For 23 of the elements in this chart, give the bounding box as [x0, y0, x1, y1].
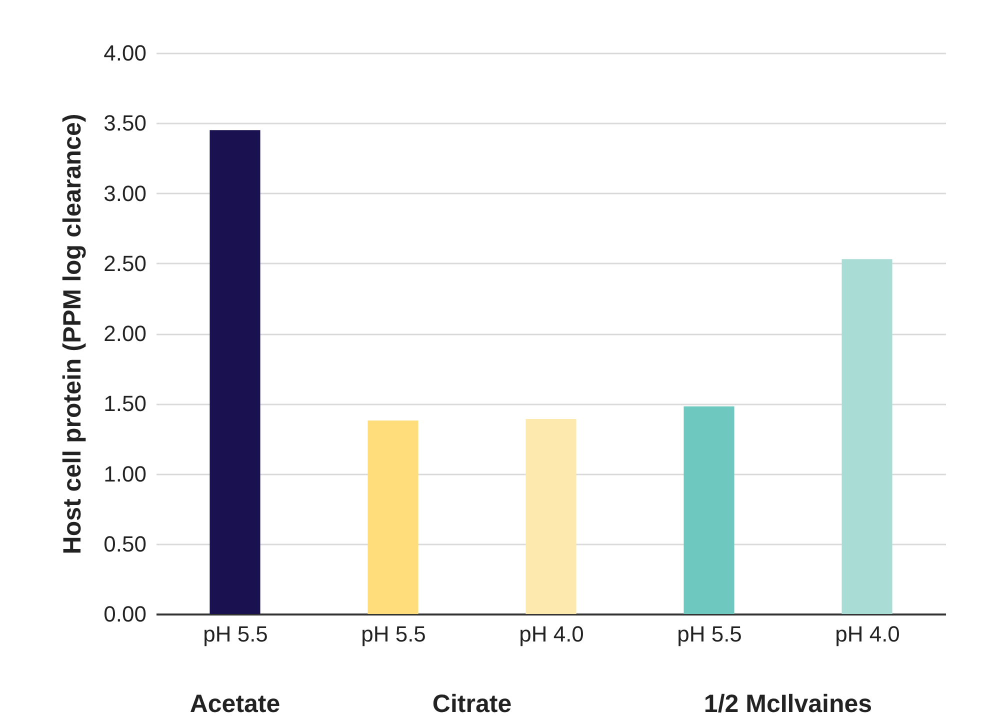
y-tick-label: 4.00 — [104, 40, 146, 66]
y-tick-label: 3.00 — [104, 180, 146, 206]
y-tick-label: 0.00 — [104, 602, 146, 626]
bar — [210, 130, 260, 614]
y-tick-label: 3.50 — [104, 110, 146, 136]
y-tick-label: 1.00 — [104, 461, 146, 486]
bar — [368, 420, 418, 614]
x-tick-label: pH 4.0 — [835, 622, 900, 646]
text: Acetate — [190, 690, 280, 718]
bar — [684, 406, 734, 614]
text: 1/2 McIlvaines — [704, 690, 872, 718]
x-tick-label: pH 5.5 — [361, 622, 426, 646]
y-tick-label: 2.50 — [104, 250, 146, 276]
y-tick-label: 2.00 — [104, 321, 146, 346]
y-axis-title: Host cell protein (PPM log clearance) — [58, 114, 87, 554]
y-tick-label: 0.50 — [104, 531, 146, 556]
x-tick-label: pH 5.5 — [677, 622, 742, 646]
y-tick-label: 1.50 — [104, 391, 146, 416]
x-tick-label: pH 4.0 — [519, 622, 584, 646]
text: Citrate — [432, 690, 512, 718]
bar — [842, 259, 892, 614]
bar — [526, 419, 576, 614]
x-tick-label: pH 5.5 — [203, 622, 268, 646]
